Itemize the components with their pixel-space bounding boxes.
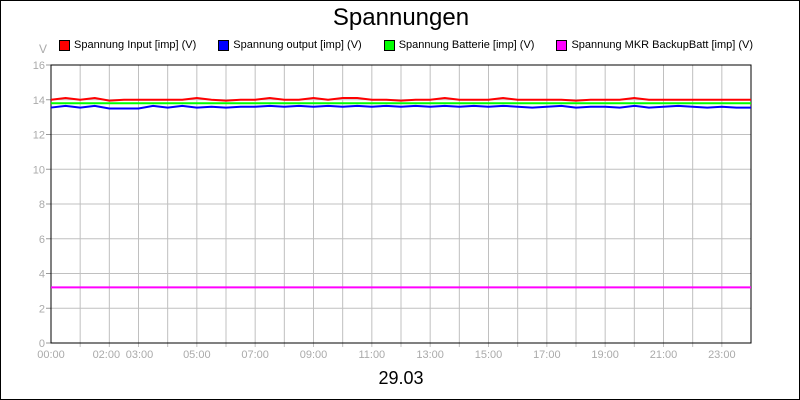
x-tick-label: 07:00 <box>241 349 269 361</box>
legend-item: Spannung output [imp] (V) <box>218 39 362 51</box>
x-tick-label: 13:00 <box>416 349 444 361</box>
y-tick-label: 2 <box>39 303 45 315</box>
legend-item: Spannung Batterie [imp] (V) <box>383 39 535 51</box>
legend-label: Spannung Batterie [imp] (V) <box>398 39 535 51</box>
y-tick-label: 4 <box>39 269 45 281</box>
x-tick-label: 11:00 <box>358 349 385 361</box>
legend-label: Spannung output [imp] (V) <box>233 39 362 51</box>
x-tick-label: 00:00 <box>37 349 65 361</box>
legend-label: Spannung MKR BackupBatt [imp] (V) <box>571 39 754 51</box>
y-tick-label: 6 <box>39 234 45 246</box>
series-line-0 <box>50 97 751 102</box>
x-tick-label: 21:00 <box>650 349 678 361</box>
legend: Spannung Input [imp] (V) Spannung output … <box>59 39 775 51</box>
y-tick-label: 0 <box>39 338 45 350</box>
legend-swatch <box>218 39 230 51</box>
legend-label: Spannung Input [imp] (V) <box>74 39 197 51</box>
plot-border <box>50 64 752 344</box>
y-tick-label: 16 <box>33 60 45 72</box>
x-tick-label: 03:00 <box>126 349 154 361</box>
x-tick-label: 17:00 <box>533 349 561 361</box>
legend-item: Spannung Input [imp] (V) <box>59 39 196 51</box>
series-line-1 <box>50 104 751 110</box>
x-tick-label: 15:00 <box>475 349 503 361</box>
x-tick-label: 05:00 <box>183 349 211 361</box>
y-tick-label: 8 <box>39 199 45 211</box>
x-tick-label: 23:00 <box>708 349 736 361</box>
legend-item: Spannung MKR BackupBatt [imp] (V) <box>556 39 753 51</box>
legend-swatch <box>556 39 568 51</box>
y-tick-label: 14 <box>33 95 45 107</box>
x-tick-label: 19:00 <box>591 349 619 361</box>
y-axis-title: V <box>39 42 47 56</box>
x-axis-title: 29.03 <box>378 368 424 388</box>
legend-swatch <box>383 39 395 51</box>
x-tick-label: 02:00 <box>93 349 121 361</box>
y-tick-label: 10 <box>33 164 45 176</box>
chart-title: Spannungen <box>332 4 470 31</box>
x-tick-label: 09:00 <box>300 349 328 361</box>
legend-swatch <box>59 39 70 51</box>
y-tick-label: 12 <box>33 130 45 142</box>
